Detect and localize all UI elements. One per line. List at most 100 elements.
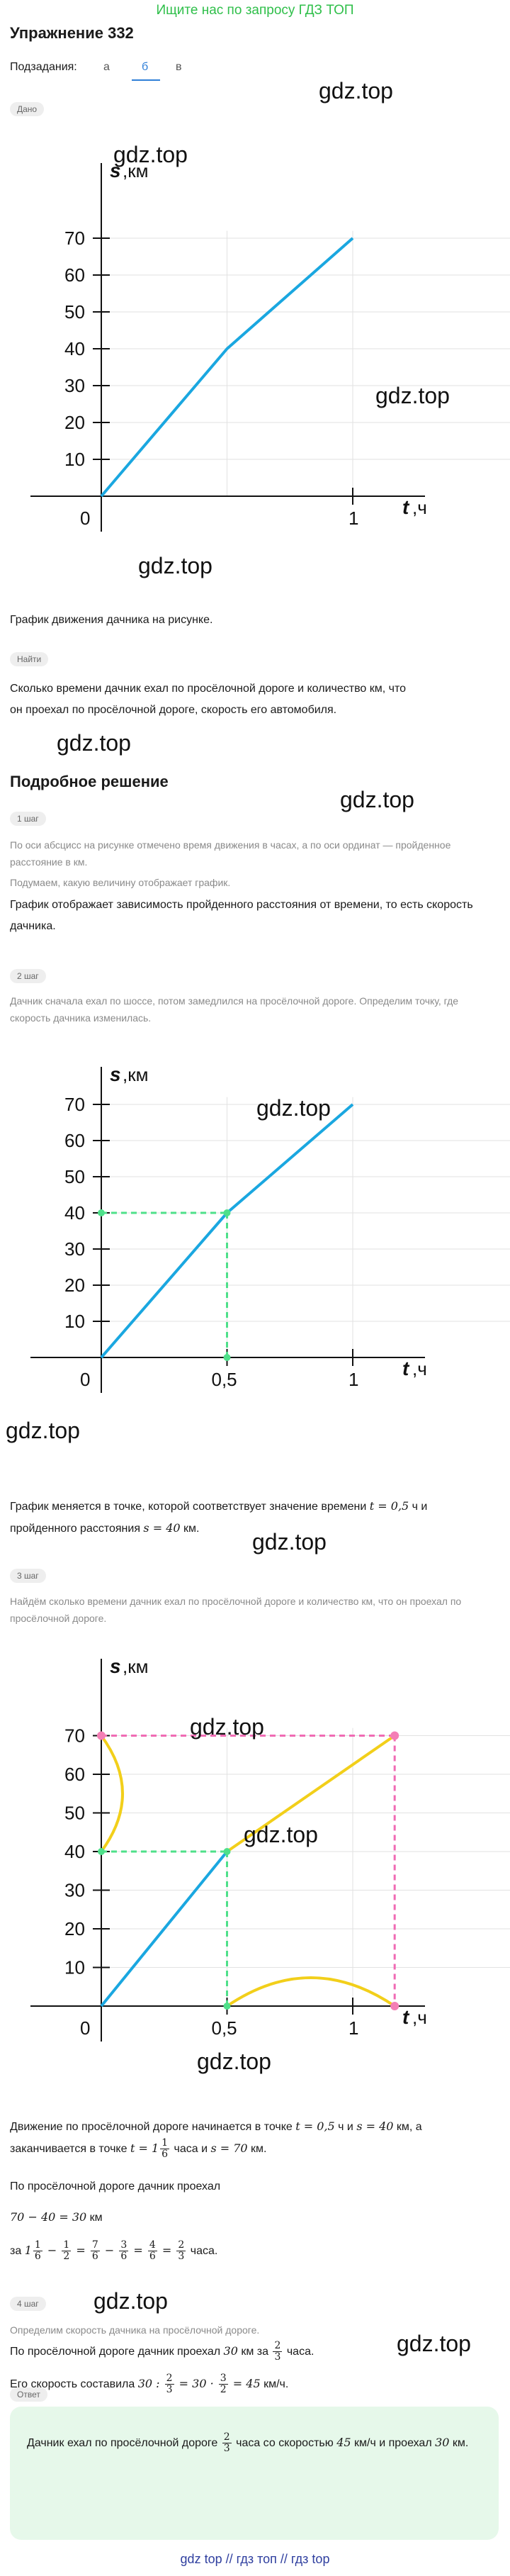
origin-label: 0 (80, 508, 90, 529)
green-marker (98, 1848, 105, 1855)
watermark: gdz.top (244, 1822, 318, 1847)
pink-marker (390, 1731, 400, 1740)
y-tick-label: 40 (64, 1202, 85, 1223)
x-axis-title: t (402, 2006, 410, 2028)
series-line (100, 237, 354, 498)
y-marker (98, 1209, 105, 1216)
y-tick-label: 10 (64, 449, 85, 470)
subtasks-label: Подзадания: (10, 61, 77, 73)
footer-links[interactable]: gdz top // гдз топ // гдз top (180, 2552, 330, 2566)
y-tick-label: 20 (64, 1275, 85, 1296)
x-axis-unit: ,ч (412, 1358, 427, 1379)
step3-text-a: Найдём сколько времени дачник ехал по пр… (10, 1596, 462, 1624)
y-tick-label: 30 (64, 1880, 85, 1901)
watermark: gdz.top (375, 383, 450, 408)
break-point (223, 1209, 231, 1216)
x-axis-unit: ,ч (412, 497, 427, 518)
y-tick-label: 60 (64, 1764, 85, 1785)
watermark: gdz.top (252, 1529, 327, 1555)
y-axis-unit: ,км (123, 1656, 148, 1677)
tab-b[interactable]: б (142, 61, 149, 73)
y-tick-label: 10 (64, 1957, 85, 1978)
step4-text-b: По просёлочной дороге дачник проехал 30 … (10, 2340, 314, 2363)
graph-3: 10 20 30 40 50 60 70 1 0,5 0 s ,км t ,ч (30, 1655, 510, 2042)
y-tick-label: 70 (64, 1725, 85, 1747)
solution-title: Подробное решение (10, 773, 169, 790)
step1-text-c: График отображает зависимость пройденног… (10, 899, 473, 932)
distance-arc (100, 1735, 124, 1853)
x-tick-label: 1 (348, 2017, 358, 2039)
find-text: Сколько времени дачник ехал по просёлочн… (10, 683, 406, 716)
step2-pill: 2 шаг (10, 969, 46, 983)
origin-label: 0 (80, 1369, 90, 1390)
y-tick-label: 70 (64, 1094, 85, 1115)
step2-text-a: Дачник сначала ехал по шоссе, потом заме… (10, 995, 459, 1024)
watermark: gdz.top (94, 2288, 168, 2314)
y-tick-label: 50 (64, 1803, 85, 1824)
time-arc (226, 1976, 396, 2007)
step3-pill: 3 шаг (10, 1569, 46, 1583)
active-tab-indicator (132, 79, 160, 81)
y-tick-label: 60 (64, 1130, 85, 1151)
y-axis-title: s (110, 1063, 121, 1085)
step3-text-b: Движение по просёлочной дороге начинаетс… (10, 2119, 422, 2161)
step3-text-d: 70 − 40 = 30 км (10, 2210, 103, 2224)
watermark: gdz.top (138, 553, 212, 578)
y-tick-label: 50 (64, 1166, 85, 1187)
y-axis-unit: ,км (123, 1064, 148, 1085)
graph-2: 10 20 30 40 50 60 70 1 0,5 0 s ,км t ,ч (30, 1063, 510, 1393)
y-tick-label: 30 (64, 1238, 85, 1260)
answer-box (10, 2407, 499, 2540)
y-axis-unit: ,км (123, 160, 148, 181)
step1-pill: 1 шаг (10, 812, 46, 826)
watermark: gdz.top (57, 730, 131, 756)
step1-text-a: По оси абсцисс на рисунке отмечено время… (10, 839, 451, 868)
step4-text-a: Определим скорость дачника на просёлочно… (10, 2324, 260, 2336)
promo-banner[interactable]: Ищите нас по запросу ГДЗ ТОП (156, 3, 354, 18)
exercise-title: Упражнение 332 (10, 24, 134, 42)
y-tick-label: 20 (64, 1918, 85, 1939)
watermark: gdz.top (340, 787, 414, 812)
y-tick-label: 60 (64, 264, 85, 286)
watermark: gdz.top (190, 1714, 264, 1740)
x-tick-label: 1 (348, 1369, 358, 1390)
pink-marker (97, 1731, 106, 1740)
x-marker (223, 1354, 231, 1361)
tab-v[interactable]: в (176, 61, 182, 73)
x-tick-label: 0,5 (212, 1369, 237, 1390)
green-marker (223, 2003, 231, 2010)
watermark: gdz.top (197, 2049, 271, 2074)
green-marker (223, 1848, 231, 1855)
y-tick-label: 10 (64, 1311, 85, 1332)
y-tick-label: 50 (64, 301, 85, 323)
y-tick-label: 40 (64, 338, 85, 359)
watermark: gdz.top (256, 1095, 331, 1121)
x-tick-label: 0,5 (212, 2017, 237, 2039)
watermark: gdz.top (319, 78, 393, 103)
y-axis-title: s (110, 159, 121, 181)
step2-text-b: График меняется в точке, которой соответ… (10, 1499, 428, 1535)
watermark: gdz.top (113, 142, 188, 167)
x-axis-title: t (402, 1357, 410, 1379)
step4-pill: 4 шаг (10, 2297, 46, 2311)
y-axis-title: s (110, 1655, 121, 1677)
watermark: gdz.top (397, 2331, 471, 2356)
y-tick-label: 20 (64, 412, 85, 433)
find-pill: Найти (10, 652, 49, 666)
step1-text-b: Подумаем, какую величину отображает граф… (10, 877, 231, 888)
pink-marker (390, 2002, 400, 2010)
series-line (100, 1850, 229, 2007)
given-text: График движения дачника на рисунке. (10, 614, 213, 626)
y-tick-label: 40 (64, 1841, 85, 1862)
watermark: gdz.top (6, 1418, 80, 1443)
y-tick-label: 70 (64, 228, 85, 249)
tab-a[interactable]: а (103, 61, 110, 73)
x-axis-title: t (402, 496, 410, 518)
step3-text-c: По просёлочной дороге дачник проехал (10, 2180, 221, 2193)
x-tick-label: 1 (348, 508, 358, 529)
